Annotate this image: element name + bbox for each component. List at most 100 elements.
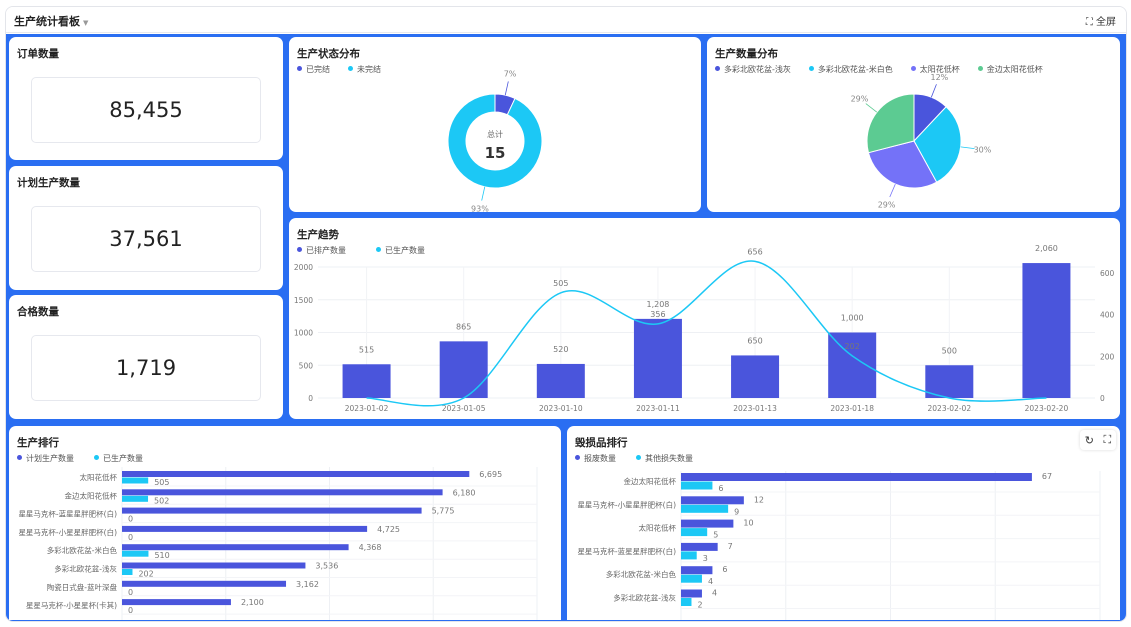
legend-label: 已生产数量	[385, 246, 425, 255]
bar	[925, 365, 974, 398]
line-series	[366, 260, 1047, 407]
legend-label: 多彩北欧花盆-浅灰	[724, 65, 791, 74]
x-tick-label: 2023-02-20	[1025, 404, 1069, 413]
bar-primary	[681, 519, 734, 528]
legend-item[interactable]: 太阳花低杯	[910, 64, 960, 75]
fullscreen-icon: ⛶	[1085, 17, 1093, 28]
legend-item[interactable]: 其他损失数量	[636, 453, 693, 464]
bar	[1022, 263, 1071, 398]
legend-item[interactable]: 计划生产数量	[17, 453, 74, 464]
category-label: 多彩北欧花盆-米白色	[47, 545, 118, 555]
bar-secondary	[122, 550, 149, 557]
bar-value-label: 515	[359, 345, 374, 354]
legend-item[interactable]: 报废数量	[575, 453, 616, 464]
top-bar: 生产统计看板 ▼ ⛶ 全屏	[6, 7, 1126, 33]
legend-dot-icon	[94, 455, 99, 460]
donut-center-label: 总计	[487, 129, 503, 139]
legend-item[interactable]: 多彩北欧花盆-浅灰	[715, 64, 791, 75]
trend-chart: 0 500 1000 1500 2000 0 200 400 600 2023-01-02 515 2…	[294, 244, 1115, 413]
legend-label: 多彩北欧花盆-米白色	[817, 65, 893, 74]
legend-dot-icon	[808, 66, 814, 71]
bar-value-label: 7	[728, 542, 733, 551]
y-tick-label: 1500	[294, 296, 313, 305]
bar-value-label: 4	[712, 589, 717, 598]
bar	[439, 341, 488, 398]
bar-primary	[681, 496, 744, 505]
slice-label: 30%	[974, 146, 992, 155]
legend-label: 金边太阳花低杯	[986, 65, 1043, 74]
kpi-label: 计划生产数量	[17, 177, 80, 189]
line-value-label: 356	[650, 310, 665, 319]
bar	[342, 364, 391, 398]
donut-chart: 7% 93% 总计 15	[447, 70, 543, 212]
bar-value-label: 0	[128, 606, 133, 615]
bar-secondary	[681, 528, 708, 537]
chevron-down-icon: ▼	[83, 19, 89, 27]
legend-label: 已完结	[306, 65, 330, 74]
legend-label: 未完结	[357, 65, 381, 74]
legend-dot-icon	[977, 66, 983, 71]
slice-label: 29%	[878, 200, 896, 209]
pie-slice	[866, 93, 915, 154]
bar-primary	[122, 471, 470, 477]
dashboard-title-dropdown[interactable]: 生产统计看板 ▼	[14, 13, 88, 29]
category-label: 星星马克杯-小星星胖肥杯(白)	[18, 527, 117, 537]
slice-label: 12%	[931, 73, 949, 82]
legend-item[interactable]: 多彩北欧花盆-米白色	[808, 64, 893, 75]
legend-item[interactable]: 未完结	[348, 64, 381, 75]
legend-dot-icon	[910, 66, 916, 71]
pie-slice	[447, 93, 543, 189]
slice-leader-line	[930, 84, 937, 98]
bar-value-label: 3,162	[296, 580, 319, 589]
legend-dot-icon	[575, 455, 580, 460]
status-distribution-card: 生产状态分布 已完结 未完结 7% 93% 总计 15	[289, 37, 701, 212]
bar-secondary	[122, 495, 149, 502]
legend-item[interactable]: 已完结	[297, 64, 330, 75]
x-tick-label: 2023-01-10	[539, 404, 583, 413]
slice-leader-line	[960, 146, 975, 150]
refresh-icon[interactable]: ↻	[1084, 433, 1094, 447]
category-label: 多彩北欧花盆-米白色	[606, 569, 677, 579]
legend-item[interactable]: 金边太阳花低杯	[977, 64, 1043, 75]
bar-value-label: 1,000	[841, 314, 864, 323]
line-value-label: 202	[845, 342, 860, 351]
legend-label: 计划生产数量	[26, 454, 74, 463]
legend-item[interactable]: 已生产数量	[376, 245, 425, 256]
bar-value-label: 2,060	[1035, 244, 1058, 253]
card-title: 生产状态分布	[297, 48, 360, 60]
legend: 报废数量 其他损失数量	[575, 453, 693, 464]
pie-slice	[913, 106, 962, 183]
legend-item[interactable]: 已生产数量	[94, 453, 143, 464]
bar	[731, 355, 780, 398]
slice-label: 93%	[471, 204, 489, 212]
legend-dot-icon	[376, 247, 381, 252]
legend: 多彩北欧花盆-浅灰 多彩北欧花盆-米白色 太阳花低杯 金边太阳花低杯	[715, 64, 1043, 75]
category-label: 多彩北欧花盆-浅灰	[613, 593, 676, 603]
legend-label: 其他损失数量	[645, 454, 693, 463]
y-tick-label: 500	[299, 361, 314, 370]
category-label: 陶瓷日式盘-蓝叶深盘	[47, 582, 118, 592]
slice-label: 7%	[504, 70, 517, 79]
bar-value-label: 520	[553, 345, 568, 354]
card-title: 毁损品排行	[575, 437, 628, 449]
bar-primary	[122, 544, 349, 551]
expand-icon[interactable]: ⛶	[1103, 433, 1112, 446]
bar-value-label: 865	[456, 322, 471, 331]
bar-value-label: 9	[734, 507, 739, 516]
kpi-card-planned: 计划生产数量 37,561	[9, 166, 283, 290]
fullscreen-button[interactable]: ⛶ 全屏	[1086, 13, 1116, 28]
legend-label: 已排产数量	[306, 246, 346, 255]
pie-slice	[867, 140, 938, 189]
bar-secondary	[681, 574, 702, 583]
x-tick-label: 2023-01-02	[345, 404, 389, 413]
legend-dot-icon	[17, 455, 22, 460]
category-label: 太阳花低杯	[80, 472, 118, 482]
legend-dot-icon	[348, 66, 353, 71]
bar-value-label: 1,208	[646, 300, 669, 309]
y-tick-label: 2000	[294, 263, 313, 272]
kpi-value: 85,455	[31, 77, 261, 143]
bar-value-label: 4,725	[377, 525, 400, 534]
legend-item[interactable]: 已排产数量	[297, 245, 346, 256]
damaged-ranking-card: 毁损品排行 报废数量 其他损失数量 金边太阳花低杯 67 6 星星马克杯-小星星胖肥杯…	[567, 426, 1120, 620]
bar-value-label: 500	[942, 346, 957, 355]
